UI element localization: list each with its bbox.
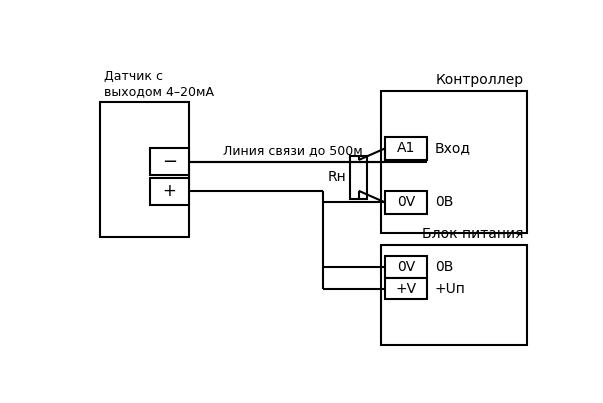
Bar <box>385 137 428 160</box>
Text: +Uп: +Uп <box>435 282 466 295</box>
Text: 0В: 0В <box>435 260 453 274</box>
Text: Rн: Rн <box>327 170 346 184</box>
Text: Контроллер: Контроллер <box>435 73 523 87</box>
Bar <box>385 278 428 299</box>
Bar <box>100 102 189 237</box>
Text: Линия связи до 500м: Линия связи до 500м <box>223 144 362 157</box>
Bar <box>350 156 367 199</box>
Text: −: − <box>162 153 177 171</box>
Text: Блок питания: Блок питания <box>422 227 523 241</box>
Text: 0V: 0V <box>397 260 415 274</box>
Text: +: + <box>162 182 176 200</box>
Text: A1: A1 <box>397 141 415 156</box>
Bar <box>150 148 189 175</box>
Bar <box>381 91 528 233</box>
Text: +V: +V <box>396 282 417 295</box>
Bar <box>381 245 528 345</box>
Text: Вход: Вход <box>435 141 471 156</box>
Text: 0V: 0V <box>397 195 415 210</box>
Text: 0В: 0В <box>435 195 453 210</box>
Bar <box>385 256 428 278</box>
Bar <box>150 178 189 205</box>
Bar <box>385 191 428 214</box>
Text: Датчик с
выходом 4–20мА: Датчик с выходом 4–20мА <box>104 71 214 98</box>
